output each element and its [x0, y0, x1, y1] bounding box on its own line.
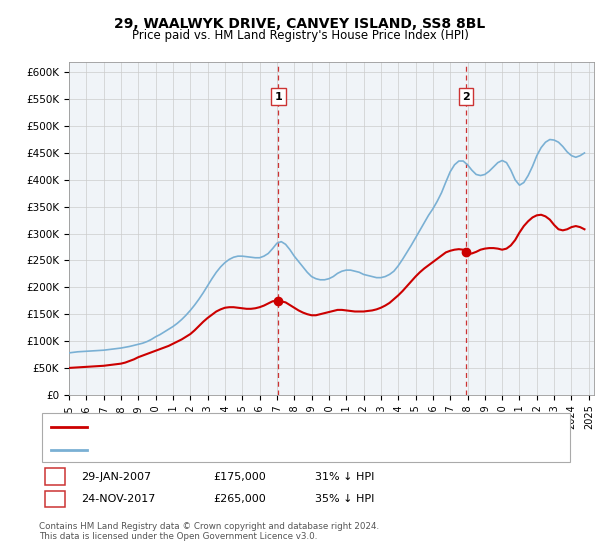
Text: 29-JAN-2007: 29-JAN-2007 — [81, 472, 151, 482]
Text: 1: 1 — [52, 472, 59, 482]
Text: 29, WAALWYK DRIVE, CANVEY ISLAND, SS8 8BL (detached house): 29, WAALWYK DRIVE, CANVEY ISLAND, SS8 8B… — [96, 422, 455, 432]
Text: 2: 2 — [52, 494, 59, 504]
Text: £265,000: £265,000 — [213, 494, 266, 504]
Text: 1: 1 — [274, 91, 282, 101]
Text: 31% ↓ HPI: 31% ↓ HPI — [315, 472, 374, 482]
Text: HPI: Average price, detached house, Castle Point: HPI: Average price, detached house, Cast… — [96, 445, 363, 455]
Text: 29, WAALWYK DRIVE, CANVEY ISLAND, SS8 8BL: 29, WAALWYK DRIVE, CANVEY ISLAND, SS8 8B… — [115, 17, 485, 31]
Text: Price paid vs. HM Land Registry's House Price Index (HPI): Price paid vs. HM Land Registry's House … — [131, 29, 469, 42]
Text: 24-NOV-2017: 24-NOV-2017 — [81, 494, 155, 504]
Text: Contains HM Land Registry data © Crown copyright and database right 2024.
This d: Contains HM Land Registry data © Crown c… — [39, 522, 379, 542]
Text: £175,000: £175,000 — [213, 472, 266, 482]
Text: 2: 2 — [462, 91, 470, 101]
Text: 35% ↓ HPI: 35% ↓ HPI — [315, 494, 374, 504]
